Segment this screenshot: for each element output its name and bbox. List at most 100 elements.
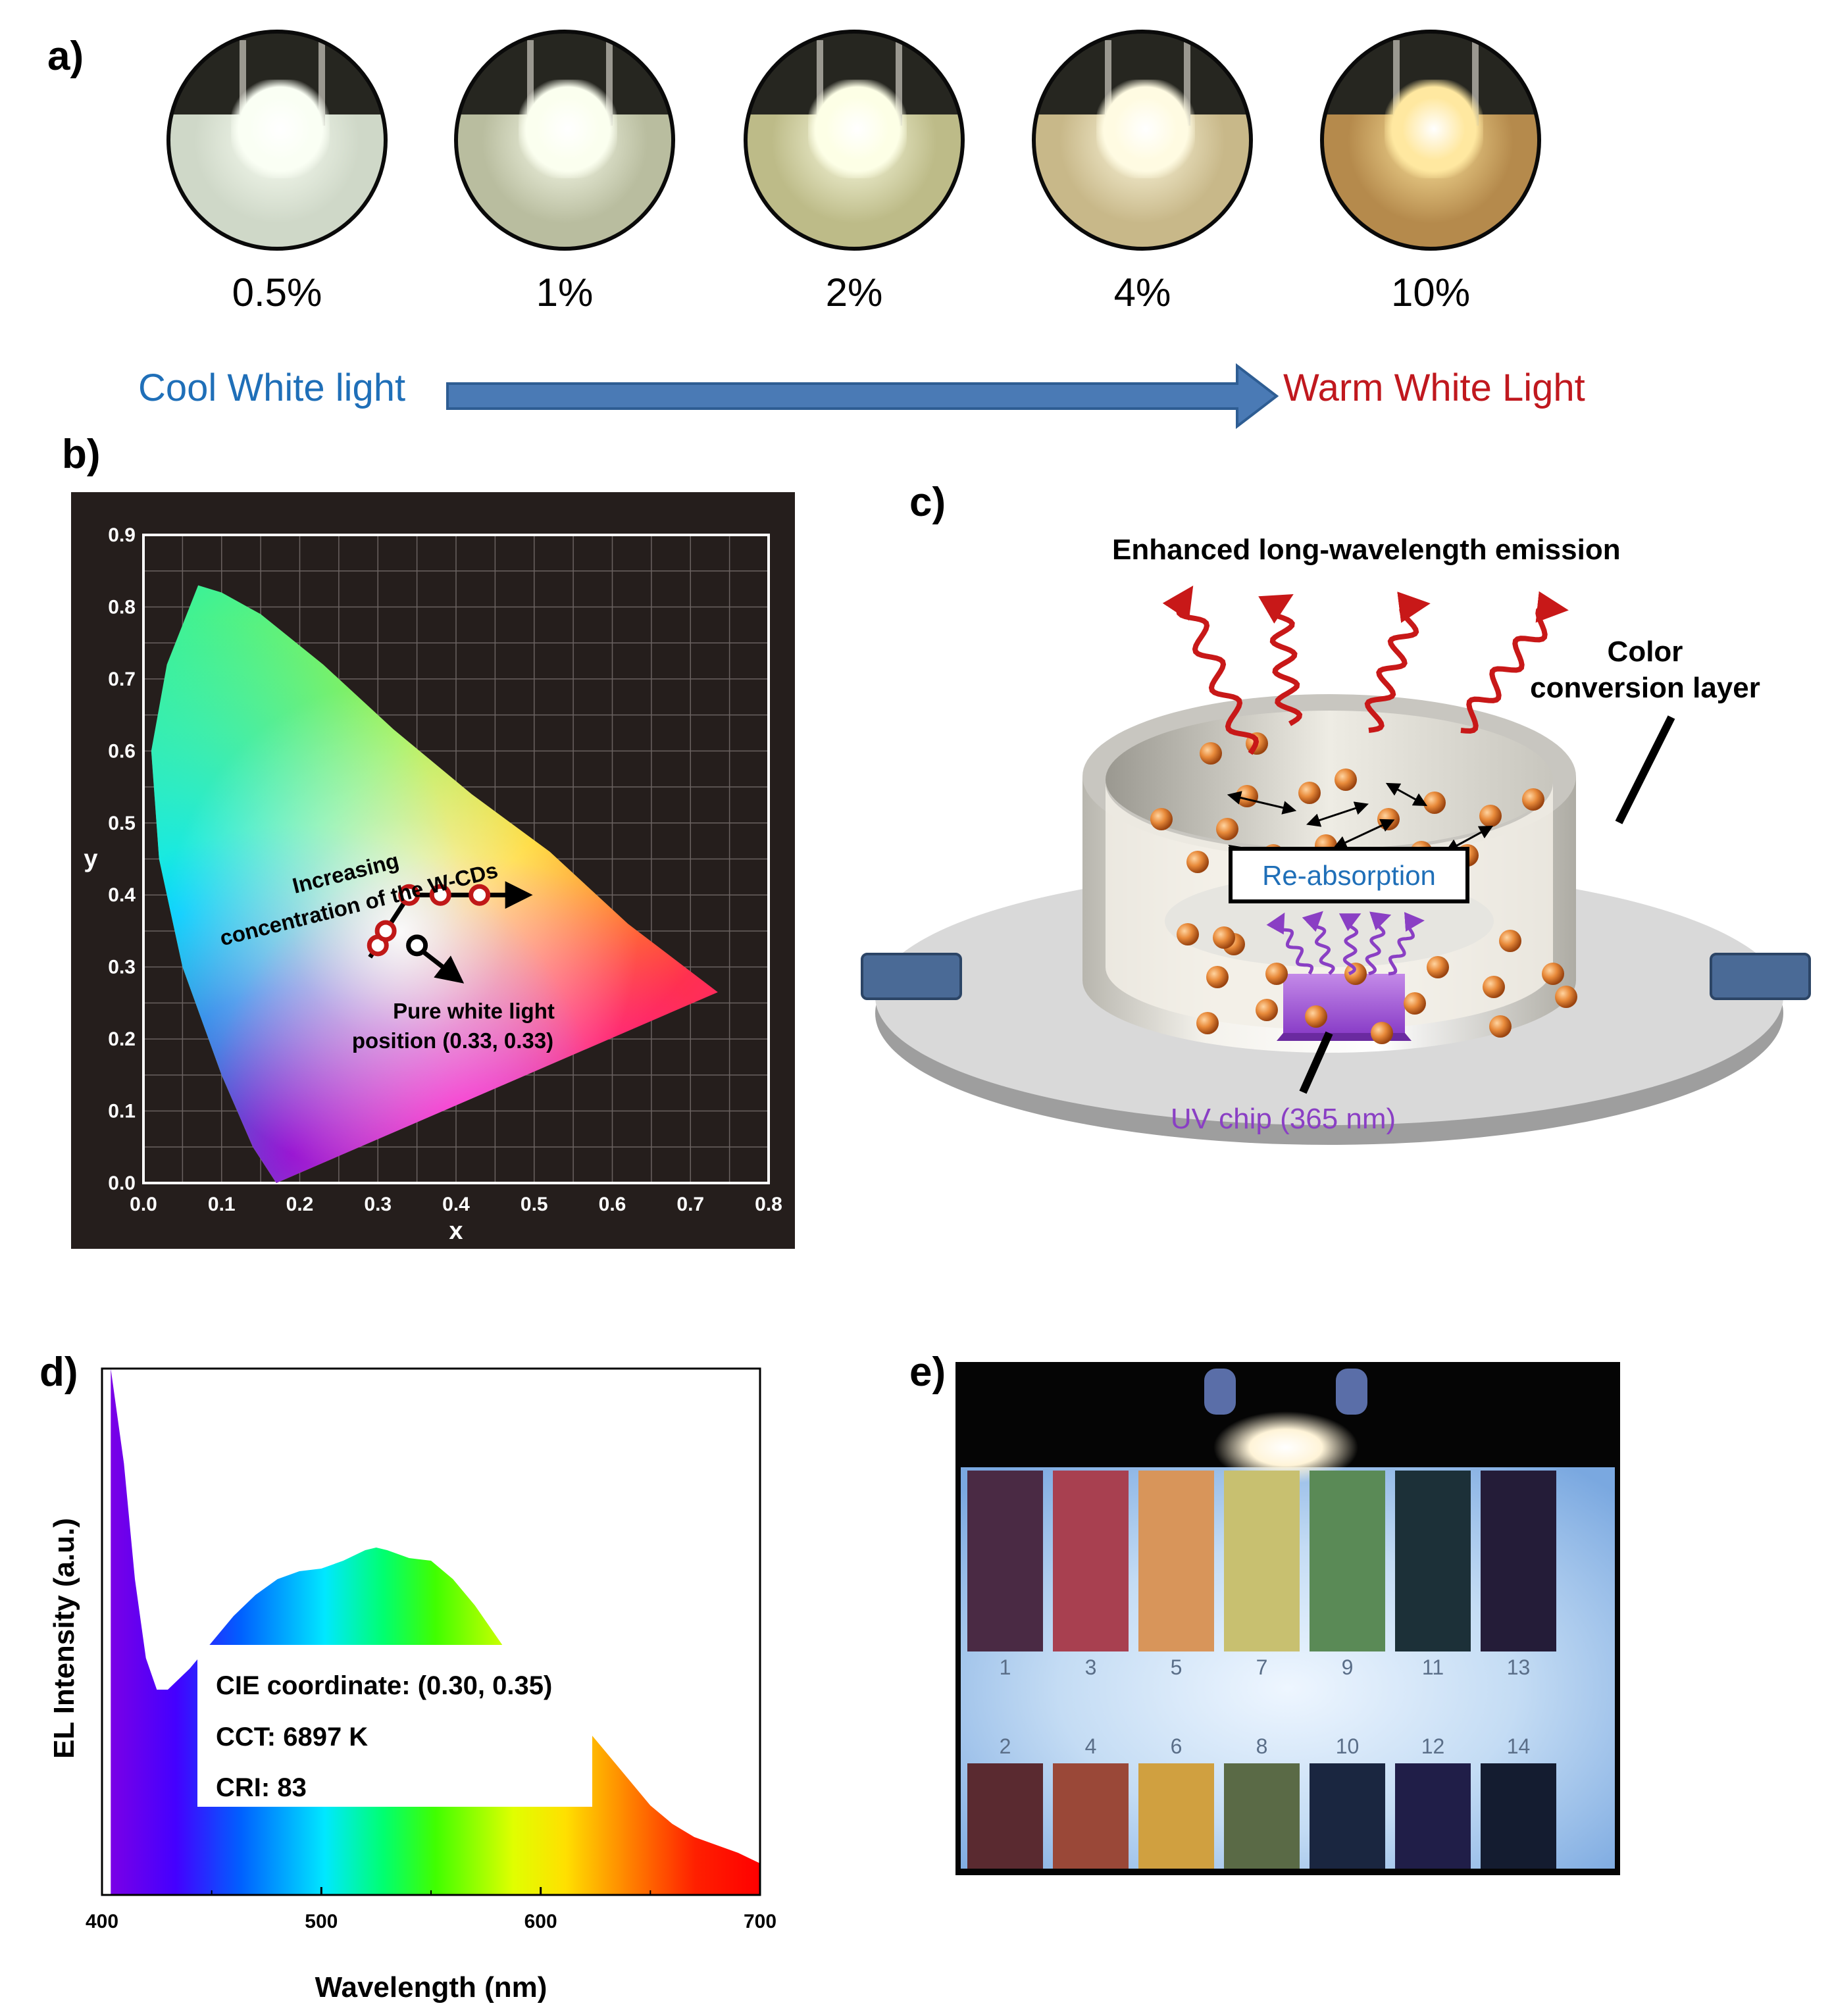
el-x-label: Wavelength (nm) — [315, 1971, 547, 2003]
swatch-4 — [1053, 1763, 1129, 1869]
uv-emission-wave — [1365, 911, 1392, 976]
dot-particle — [1344, 963, 1367, 985]
concentration-label: 1% — [536, 270, 594, 315]
swatch-number: 3 — [1085, 1655, 1097, 1679]
y-tick-label: 0.5 — [108, 813, 136, 834]
dot-particle — [1555, 986, 1577, 1008]
dot-particle — [1256, 999, 1278, 1021]
dot-particle — [1150, 808, 1173, 830]
swatch-number: 13 — [1507, 1655, 1531, 1679]
dot-particle — [1489, 1015, 1512, 1038]
led-glow — [231, 80, 330, 178]
y-tick-label: 0.6 — [108, 740, 136, 762]
swatch-number: 4 — [1085, 1734, 1097, 1758]
uv-emission-wave — [1338, 913, 1361, 976]
el-spectrum-area — [111, 1369, 760, 1895]
panel-c-label: c) — [909, 480, 946, 525]
reabsorption-arrow — [1333, 819, 1395, 849]
led-glow — [808, 80, 907, 178]
swatch-8 — [1224, 1763, 1300, 1869]
long-wavelength-emission-arrows — [1162, 585, 1569, 755]
reabsorption-box — [1229, 847, 1469, 903]
x-axis-label: x — [449, 1217, 463, 1245]
chip-pointer — [1299, 1031, 1333, 1094]
swatch-number: 14 — [1507, 1734, 1531, 1758]
white-point-arrow — [422, 950, 465, 984]
x-tick-label: 600 — [524, 1911, 557, 1932]
reabsorption-arrow — [1385, 782, 1428, 807]
quantum-dots — [1150, 732, 1577, 1044]
swatch-number: 8 — [1256, 1734, 1268, 1758]
swatch-number: 5 — [1171, 1655, 1183, 1679]
warm-white-label: Warm White Light — [1283, 366, 1585, 409]
wcd-data-point — [374, 920, 397, 942]
color-swatches: 1 3 5 7 9 11 132 4 6 8 10 12 14 — [967, 1471, 1556, 1869]
el-spectrum-curve — [111, 1369, 760, 1895]
uv-chip-label: UV chip (365 nm) — [1171, 1103, 1396, 1135]
y-tick-label: 0.2 — [108, 1028, 136, 1050]
cie-frame — [142, 534, 770, 1184]
swatch-2 — [967, 1763, 1043, 1869]
reabsorption-arrow — [1306, 801, 1369, 827]
red-emission-wave — [1460, 591, 1569, 734]
dot-particle — [1196, 1012, 1219, 1034]
swatch-3 — [1053, 1471, 1129, 1651]
layer-label-line1: Color — [1608, 636, 1683, 668]
y-tick-label: 0.8 — [108, 596, 136, 618]
el-y-label: EL Intensity (a.u.) — [48, 1518, 80, 1759]
cie-gamut-layer-4 — [151, 585, 718, 1183]
led-glow — [519, 80, 617, 178]
x-tick-label: 500 — [305, 1911, 338, 1932]
x-tick-label: 0.7 — [676, 1194, 704, 1215]
y-tick-label: 0.0 — [108, 1172, 136, 1194]
concentration-label: 10% — [1390, 270, 1471, 315]
led-sample-1 — [166, 30, 388, 251]
x-tick-label: 0.1 — [208, 1194, 236, 1215]
uv-emission-wave — [1388, 912, 1425, 976]
x-tick-label: 400 — [86, 1911, 118, 1932]
cie-locus — [151, 585, 718, 1183]
wcd-data-point — [398, 884, 420, 906]
dot-particle — [1265, 963, 1288, 985]
reabsorption-arrow — [1227, 791, 1297, 815]
dot-particle — [1423, 792, 1446, 814]
layer-label-line2: conversion layer — [1530, 672, 1760, 704]
panel-a-label: a) — [47, 34, 84, 79]
led-schematic: Re-absorption Enhanced long-wavelength e… — [861, 534, 1811, 1145]
swatch-10 — [1310, 1763, 1385, 1869]
dot-particle — [1427, 956, 1449, 978]
y-tick-label: 0.9 — [108, 524, 136, 546]
annotation-pure-white: Pure white light — [393, 999, 555, 1023]
swatch-number: 12 — [1421, 1734, 1445, 1758]
swatch-number: 9 — [1342, 1655, 1354, 1679]
x-tick-label: 0.5 — [521, 1194, 548, 1215]
el-info-cie: CIE coordinate: (0.30, 0.35) — [216, 1671, 552, 1700]
y-tick-label: 0.3 — [108, 957, 136, 978]
swatch-number: 11 — [1422, 1655, 1444, 1679]
swatch-1 — [967, 1471, 1043, 1651]
swatch-number: 1 — [1000, 1655, 1011, 1679]
concentration-label: 0.5% — [232, 270, 322, 315]
el-info-box — [197, 1645, 592, 1807]
emission-title: Enhanced long-wavelength emission — [1112, 534, 1621, 566]
el-x-ticks: 400 500 600 700 — [86, 1887, 776, 1932]
dot-particle — [1483, 976, 1505, 998]
x-tick-label: 0.4 — [442, 1194, 470, 1215]
led-glow — [1096, 80, 1195, 178]
swatch-number: 2 — [1000, 1734, 1011, 1758]
x-tick-label: 700 — [744, 1911, 776, 1932]
y-tick-label: 0.4 — [108, 884, 136, 906]
dot-particle — [1479, 805, 1502, 827]
led-light — [1213, 1411, 1358, 1484]
swatch-9 — [1310, 1471, 1385, 1651]
panel-b-label: b) — [62, 432, 101, 477]
dot-particle — [1200, 742, 1222, 765]
x-tick-label: 0.6 — [599, 1194, 626, 1215]
x-tick-label: 0.2 — [286, 1194, 314, 1215]
red-emission-wave — [1162, 585, 1260, 755]
swatch-14 — [1481, 1763, 1556, 1869]
reabsorption-label: Re-absorption — [1262, 860, 1436, 891]
dot-particle — [1186, 851, 1209, 873]
holder-left — [1204, 1369, 1236, 1415]
concentration-label: 2% — [825, 270, 883, 315]
